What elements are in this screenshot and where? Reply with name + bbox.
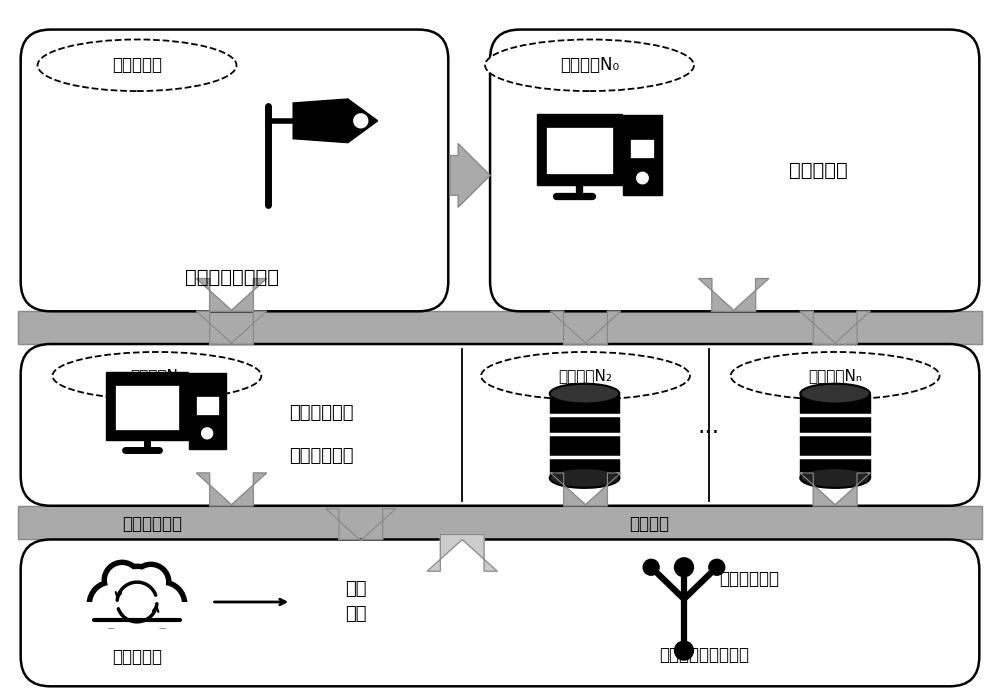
FancyBboxPatch shape [537,113,622,185]
Circle shape [675,558,693,577]
Circle shape [675,641,693,660]
FancyBboxPatch shape [115,385,179,430]
FancyBboxPatch shape [85,602,189,628]
Polygon shape [450,144,490,207]
Polygon shape [800,473,870,506]
FancyBboxPatch shape [85,602,189,628]
Ellipse shape [485,39,694,91]
Text: 双目摄像头: 双目摄像头 [112,57,162,74]
Polygon shape [326,509,396,540]
Polygon shape [551,311,621,344]
Text: 压路机施工动态轨迹: 压路机施工动态轨迹 [659,646,749,663]
Circle shape [202,428,213,439]
Text: 边缘节点N₂: 边缘节点N₂ [559,368,613,383]
Ellipse shape [731,352,940,400]
Polygon shape [800,394,870,478]
Text: 云端服务器: 云端服务器 [112,647,162,665]
Polygon shape [196,473,267,506]
Polygon shape [293,99,348,143]
Text: 边缘节点N₁: 边缘节点N₁ [130,368,184,383]
Circle shape [637,172,648,184]
Text: 卷积网络模型: 卷积网络模型 [289,447,353,465]
Ellipse shape [38,39,236,91]
FancyBboxPatch shape [18,311,982,344]
Text: 自注意力机制: 自注意力机制 [289,405,353,422]
FancyBboxPatch shape [189,373,226,449]
FancyBboxPatch shape [630,139,654,159]
Text: 边缘节点N₀: 边缘节点N₀ [560,57,619,74]
Circle shape [93,586,130,622]
FancyBboxPatch shape [21,29,448,311]
FancyBboxPatch shape [18,506,982,540]
Circle shape [643,559,659,575]
Circle shape [139,580,187,628]
Circle shape [144,586,181,622]
FancyBboxPatch shape [546,127,613,175]
Text: ···: ··· [698,421,720,445]
Text: 视频图像数据采集: 视频图像数据采集 [184,268,278,287]
FancyBboxPatch shape [21,344,979,506]
Circle shape [354,114,368,128]
Circle shape [107,564,167,624]
FancyBboxPatch shape [623,115,662,194]
Ellipse shape [800,468,870,488]
Polygon shape [699,279,769,311]
Circle shape [87,580,135,628]
Text: 模型部署: 模型部署 [629,514,669,533]
Circle shape [131,562,171,602]
Polygon shape [196,311,267,344]
FancyBboxPatch shape [196,396,219,415]
FancyBboxPatch shape [106,372,188,440]
Polygon shape [348,99,378,143]
Circle shape [108,565,137,595]
Ellipse shape [481,352,690,400]
Circle shape [709,559,725,575]
FancyBboxPatch shape [21,540,979,686]
Text: 训练特征上传: 训练特征上传 [122,514,182,533]
Ellipse shape [550,468,619,488]
Text: 云端结果融合: 云端结果融合 [719,570,779,588]
Ellipse shape [52,352,261,400]
Ellipse shape [800,384,870,403]
Polygon shape [196,279,267,311]
Polygon shape [427,535,497,571]
Polygon shape [551,473,621,506]
Text: 模型
训练: 模型 训练 [345,580,367,624]
Ellipse shape [550,384,619,403]
Polygon shape [800,311,870,344]
Circle shape [113,570,161,619]
Text: 边缘节点Nₙ: 边缘节点Nₙ [808,368,862,383]
Circle shape [102,561,142,600]
FancyBboxPatch shape [490,29,979,311]
Circle shape [137,568,165,596]
Polygon shape [550,394,619,478]
Text: 图像预处理: 图像预处理 [789,161,848,180]
